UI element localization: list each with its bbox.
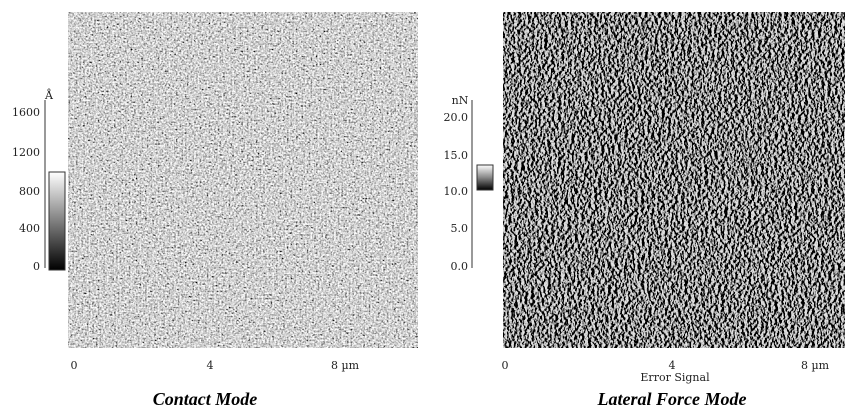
scale-tick-label: 15.0 <box>444 149 469 162</box>
scale-tick-label: 1600 <box>12 106 40 119</box>
afm-height-image <box>68 12 418 348</box>
scale-tick-label: 5.0 <box>451 222 469 235</box>
scale-tick-label: 20.0 <box>444 111 469 124</box>
scale-tick-label: 1200 <box>12 146 40 159</box>
unit-label: nN <box>452 94 469 107</box>
scale-tick-label: 10.0 <box>444 185 469 198</box>
x-tick-label: 8 µm <box>331 359 360 372</box>
unit-label: Å <box>44 88 54 102</box>
x-tick-label: 4 <box>669 359 676 372</box>
x-tick-label: 4 <box>207 359 214 372</box>
x-tick-label: 8 µm <box>801 359 830 372</box>
afm-lateral-image <box>503 12 845 348</box>
caption: Contact Mode <box>153 389 258 409</box>
scale-tick-label: 800 <box>19 185 40 198</box>
caption: Lateral Force Mode <box>597 389 747 409</box>
color-bar <box>48 171 66 271</box>
x-tick-label: 0 <box>502 359 509 372</box>
scale-tick-label: 400 <box>19 222 40 235</box>
color-bar <box>476 164 494 191</box>
x-axis-label: Error Signal <box>640 371 710 384</box>
scale-tick-label: 0.0 <box>451 260 469 273</box>
scale-tick-label: 0 <box>33 260 40 273</box>
x-tick-label: 0 <box>71 359 78 372</box>
